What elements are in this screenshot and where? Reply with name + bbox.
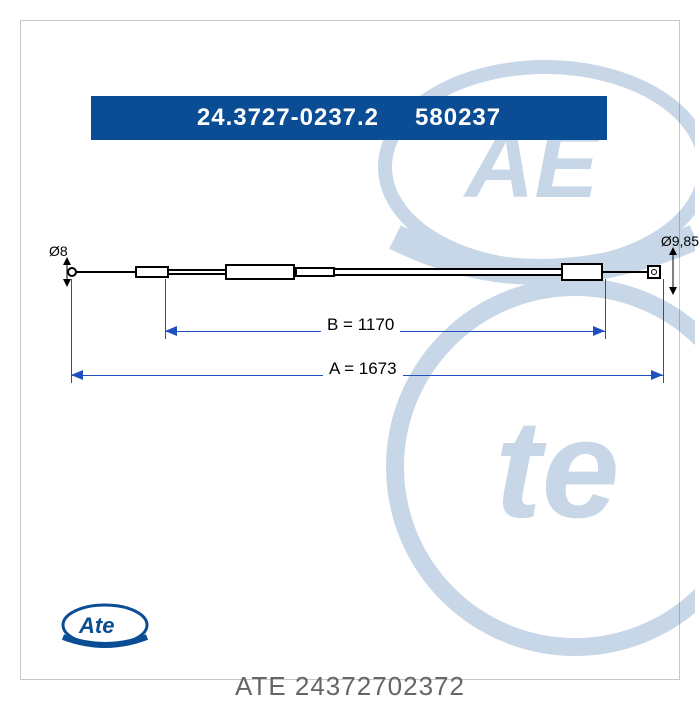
part-number-header: 24.3727-0237.2 580237 (91, 96, 607, 140)
part-number-long: 24.3727-0237.2 (197, 104, 379, 132)
dim-b-extension-right (605, 279, 606, 339)
cable-sheath-main (335, 268, 561, 276)
cable-diagram: Ø8 Ø9,85 B = 1170 (61, 201, 681, 461)
cable-right-plug-hole (651, 269, 657, 275)
dim-a-extension-right (663, 279, 664, 383)
cable-sleeve-2b (295, 267, 335, 277)
dim-b-arrow-left-icon (165, 326, 177, 336)
dim-a-arrow-right-icon (651, 370, 663, 380)
dim-a-extension-left (71, 279, 72, 383)
dim-a-arrow-left-icon (71, 370, 83, 380)
dim-b-label: B = 1170 (321, 315, 400, 335)
dim-b-arrow-right-icon (593, 326, 605, 336)
dim-a-label: A = 1673 (323, 359, 403, 379)
diagram-frame: AE te 24.3727-0237.2 580237 Ø8 Ø9,85 (20, 20, 680, 680)
svg-text:Ate: Ate (78, 613, 114, 638)
cable-sleeve-1 (135, 266, 169, 278)
footer-caption: ATE 24372702372 (0, 671, 700, 702)
part-number-short: 580237 (415, 104, 501, 132)
cable-mid-section (169, 269, 225, 275)
cable-wire-right (603, 271, 647, 273)
ate-logo-icon: Ate (61, 603, 149, 651)
cable-sleeve-2 (225, 264, 295, 280)
cable-end-fitting (561, 263, 603, 281)
cable-wire-left (75, 271, 135, 273)
right-diameter-arrow-icon (667, 247, 679, 295)
